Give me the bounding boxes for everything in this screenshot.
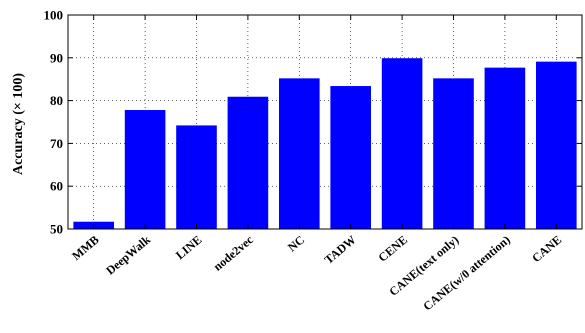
bars xyxy=(73,58,577,230)
y-tick-label: 70 xyxy=(50,136,63,151)
y-axis-ticks: 50 60 70 80 90 100 xyxy=(44,8,582,237)
y-tick-label: 90 xyxy=(50,50,63,65)
bar xyxy=(278,78,320,230)
bar xyxy=(433,78,474,230)
y-tick-label: 50 xyxy=(50,222,63,237)
bar xyxy=(330,86,372,229)
y-tick-label: 80 xyxy=(50,93,63,108)
bar xyxy=(227,96,269,229)
bar xyxy=(484,67,526,229)
bar xyxy=(176,125,217,229)
y-tick-label: 60 xyxy=(50,179,63,194)
y-axis-title: Accuracy (× 100) xyxy=(11,73,26,175)
plot-frame xyxy=(67,14,583,230)
bar xyxy=(381,58,423,230)
bar xyxy=(535,61,577,229)
bar xyxy=(124,110,166,229)
y-tick-label: 100 xyxy=(44,8,64,23)
